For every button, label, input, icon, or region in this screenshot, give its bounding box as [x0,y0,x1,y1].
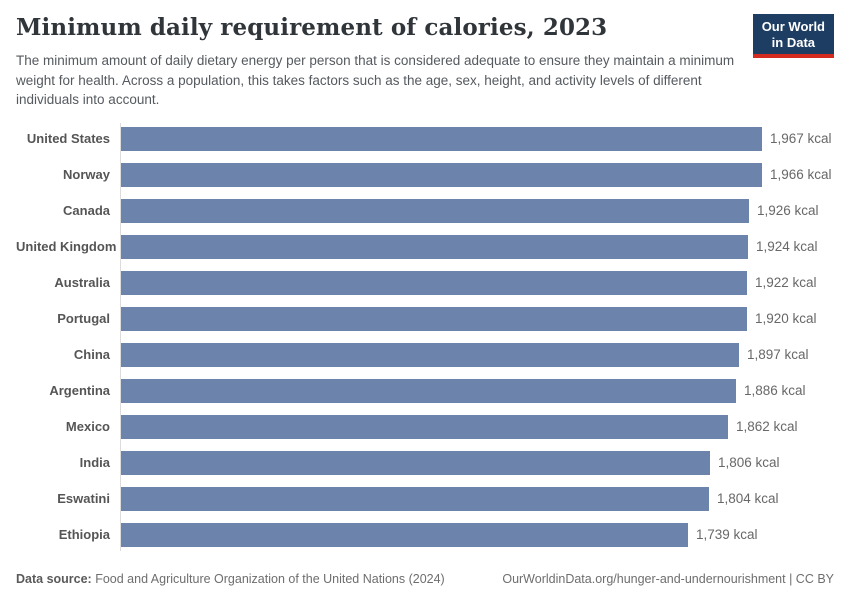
bar[interactable] [121,486,709,511]
value-label: 1,926 kcal [757,203,819,219]
bar[interactable] [121,522,688,547]
bar[interactable] [121,414,728,439]
value-label: 1,886 kcal [744,383,806,399]
bar-track: 1,966 kcal [121,162,834,187]
bar-track: 1,862 kcal [121,414,834,439]
bar-track: 1,804 kcal [121,486,834,511]
chart-row: Portugal 1,920 kcal [16,306,834,331]
bar[interactable] [121,450,710,475]
bar-chart: United States 1,967 kcal Norway 1,966 kc… [16,122,834,551]
owid-logo-line2: in Data [771,34,816,50]
bar[interactable] [121,306,747,331]
bar-track: 1,886 kcal [121,378,834,403]
chart-row: Canada 1,926 kcal [16,198,834,223]
chart-row: Argentina 1,886 kcal [16,378,834,403]
chart-row: Mexico 1,862 kcal [16,414,834,439]
data-source-label: Data source: [16,572,92,586]
value-label: 1,922 kcal [755,275,817,291]
category-label: United States [26,131,110,147]
chart-row: India 1,806 kcal [16,450,834,475]
bar-track: 1,922 kcal [121,270,834,295]
value-label: 1,924 kcal [756,239,818,255]
value-label: 1,862 kcal [736,419,798,435]
chart-row: United States 1,967 kcal [16,126,834,151]
category-label: Portugal [57,311,110,327]
category-label: Mexico [65,419,110,435]
bar[interactable] [121,162,762,187]
bar[interactable] [121,198,749,223]
header-text: Minimum daily requirement of calories, 2… [16,12,753,110]
bar-track: 1,926 kcal [121,198,834,223]
bar-track: 1,806 kcal [121,450,834,475]
owid-logo-line1: Our World [761,19,825,34]
footer: Data source: Food and Agriculture Organi… [16,572,834,586]
bar[interactable] [121,234,748,259]
bar-track: 1,897 kcal [121,342,834,367]
owid-logo[interactable]: Our World in Data [752,14,834,59]
chart-row: Ethiopia 1,739 kcal [16,522,834,547]
bar[interactable] [121,126,762,151]
category-label: Canada [63,203,110,219]
category-label: United Kingdom [16,239,117,255]
category-label: Argentina [49,383,110,399]
value-label: 1,804 kcal [717,491,779,507]
page-title: Minimum daily requirement of calories, 2… [16,14,608,41]
category-label: Ethiopia [58,527,110,543]
value-label: 1,806 kcal [718,455,780,471]
value-label: 1,897 kcal [747,347,809,363]
category-label: India [79,455,110,471]
value-label: 1,966 kcal [770,167,832,183]
chart-row: Australia 1,922 kcal [16,270,834,295]
bar[interactable] [121,342,739,367]
chart-row: China 1,897 kcal [16,342,834,367]
chart-row: Norway 1,966 kcal [16,162,834,187]
bar-track: 1,967 kcal [121,126,834,151]
y-axis-line [120,122,121,551]
category-label: China [73,347,110,363]
bar-track: 1,920 kcal [121,306,834,331]
value-label: 1,739 kcal [696,527,758,543]
bar-track: 1,739 kcal [121,522,834,547]
data-source: Data source: Food and Agriculture Organi… [16,572,445,586]
data-source-text: Food and Agriculture Organization of the… [91,572,445,586]
category-label: Norway [63,167,110,183]
chart-row: Eswatini 1,804 kcal [16,486,834,511]
chart-row: United Kingdom 1,924 kcal [16,234,834,259]
bar[interactable] [121,378,736,403]
value-label: 1,920 kcal [755,311,817,327]
bar[interactable] [121,270,747,295]
credit[interactable]: OurWorldinData.org/hunger-and-undernouri… [502,572,834,586]
category-label: Australia [54,275,110,291]
category-label: Eswatini [57,491,110,507]
header: Minimum daily requirement of calories, 2… [16,12,834,110]
bar-track: 1,924 kcal [121,234,834,259]
value-label: 1,967 kcal [770,131,832,147]
chart-subtitle: The minimum amount of daily dietary ener… [16,53,735,108]
